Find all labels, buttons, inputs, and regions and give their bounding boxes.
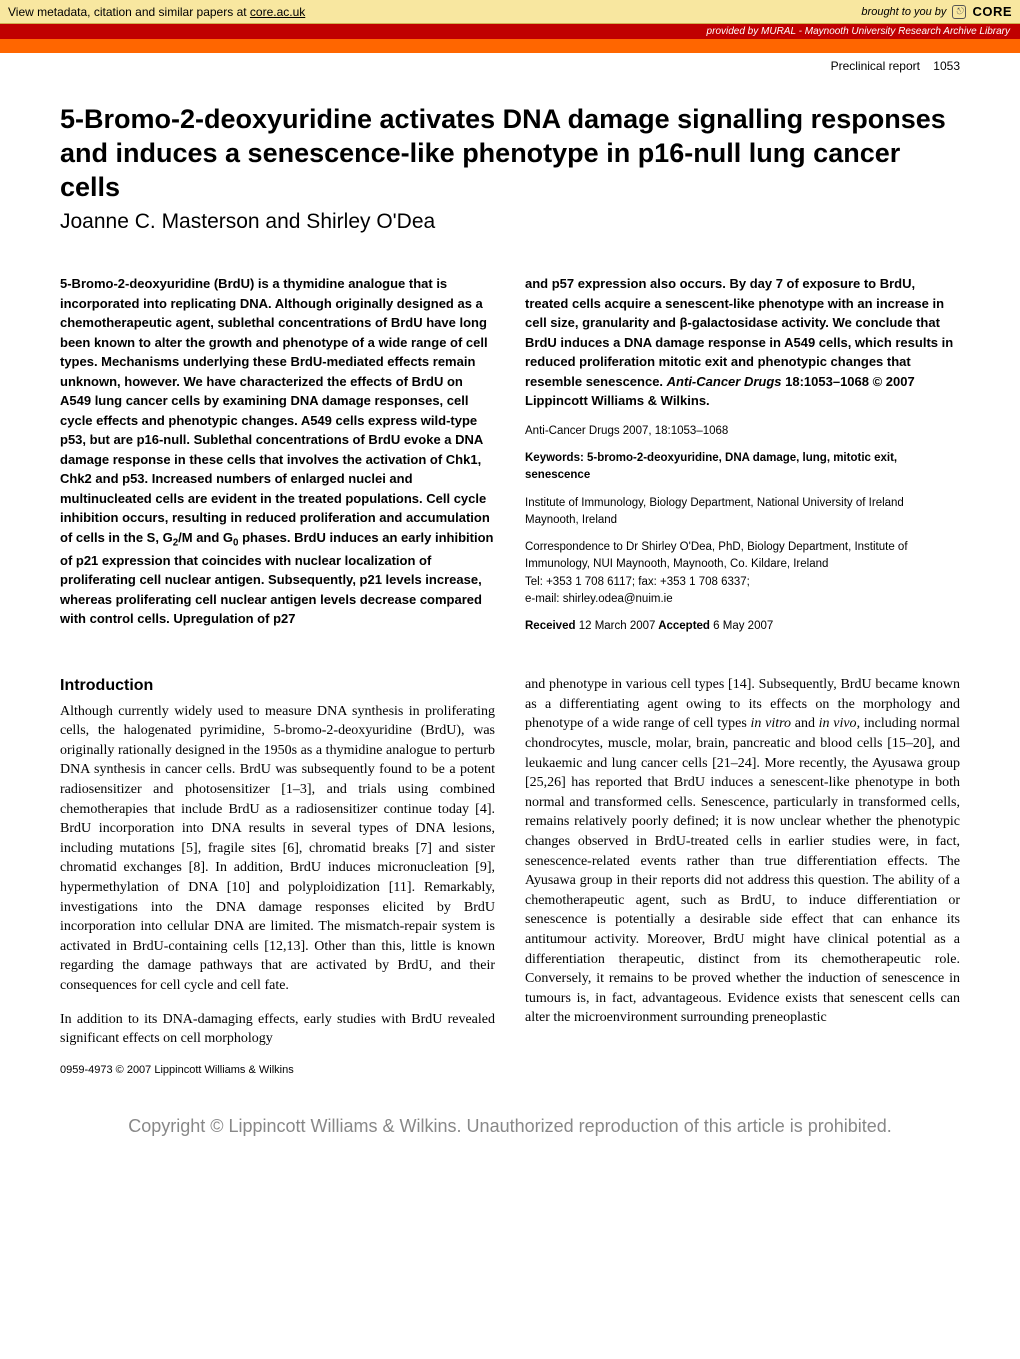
accepted-label: Accepted [655,620,713,632]
core-brought-by: brought to you by [861,6,946,18]
abstract-meta: Anti-Cancer Drugs 2007, 18:1053–1068 Key… [525,423,960,636]
page-number: 1053 [933,59,960,73]
core-link[interactable]: core.ac.uk [250,5,305,19]
intro-left-p2: In addition to its DNA-damaging effects,… [60,1010,495,1049]
core-icon: ⎋ [952,5,966,19]
core-banner-right: brought to you by ⎋ CORE [861,4,1012,19]
abstract-left-text: 5-Bromo-2-deoxyuridine (BrdU) is a thymi… [60,276,493,626]
dates-line: Received 12 March 2007 Accepted 6 May 20… [525,618,960,635]
received-date: 12 March 2007 [579,620,656,632]
article-title: 5-Bromo-2-deoxyuridine activates DNA dam… [60,103,960,204]
abstract-left-col: 5-Bromo-2-deoxyuridine (BrdU) is a thymi… [60,274,495,635]
core-banner-left: View metadata, citation and similar pape… [8,5,305,19]
article-authors: Joanne C. Masterson and Shirley O'Dea [60,210,960,234]
preclinical-label: Preclinical report [831,59,920,73]
correspondence: Correspondence to Dr Shirley O'Dea, PhD,… [525,539,960,608]
intro-left-p1: Although currently widely used to measur… [60,702,495,996]
preclinical-header: Preclinical report 1053 [0,53,1020,73]
intro-heading: Introduction [60,675,495,697]
intro-left-col: Introduction Although currently widely u… [60,675,495,1078]
intro-right-col: and phenotype in various cell types [14]… [525,675,960,1078]
affiliation: Institute of Immunology, Biology Departm… [525,495,960,530]
received-label: Received [525,620,579,632]
keywords-label: Keywords: [525,452,587,464]
intro-block: Introduction Although currently widely u… [60,675,960,1078]
page-body: 5-Bromo-2-deoxyuridine activates DNA dam… [0,73,1020,1098]
intro-right-p1: and phenotype in various cell types [14]… [525,675,960,1028]
abstract-right-bold: and p57 expression also occurs. By day 7… [525,276,953,408]
footer-copyright: Copyright © Lippincott Williams & Wilkin… [0,1098,1020,1149]
journal-line: Anti-Cancer Drugs 2007, 18:1053–1068 [525,423,960,440]
core-banner: View metadata, citation and similar pape… [0,0,1020,24]
core-banner-pretext: View metadata, citation and similar pape… [8,5,250,19]
abstract-right-col: and p57 expression also occurs. By day 7… [525,274,960,635]
abstract-block: 5-Bromo-2-deoxyuridine (BrdU) is a thymi… [60,274,960,635]
issn-line: 0959-4973 © 2007 Lippincott Williams & W… [60,1063,495,1078]
mural-provider-line: provided by MURAL - Maynooth University … [0,24,1020,39]
orange-bar [0,39,1020,53]
accepted-date: 6 May 2007 [713,620,773,632]
keywords-line: Keywords: 5-bromo-2-deoxyuridine, DNA da… [525,450,960,485]
core-logo: CORE [972,4,1012,19]
